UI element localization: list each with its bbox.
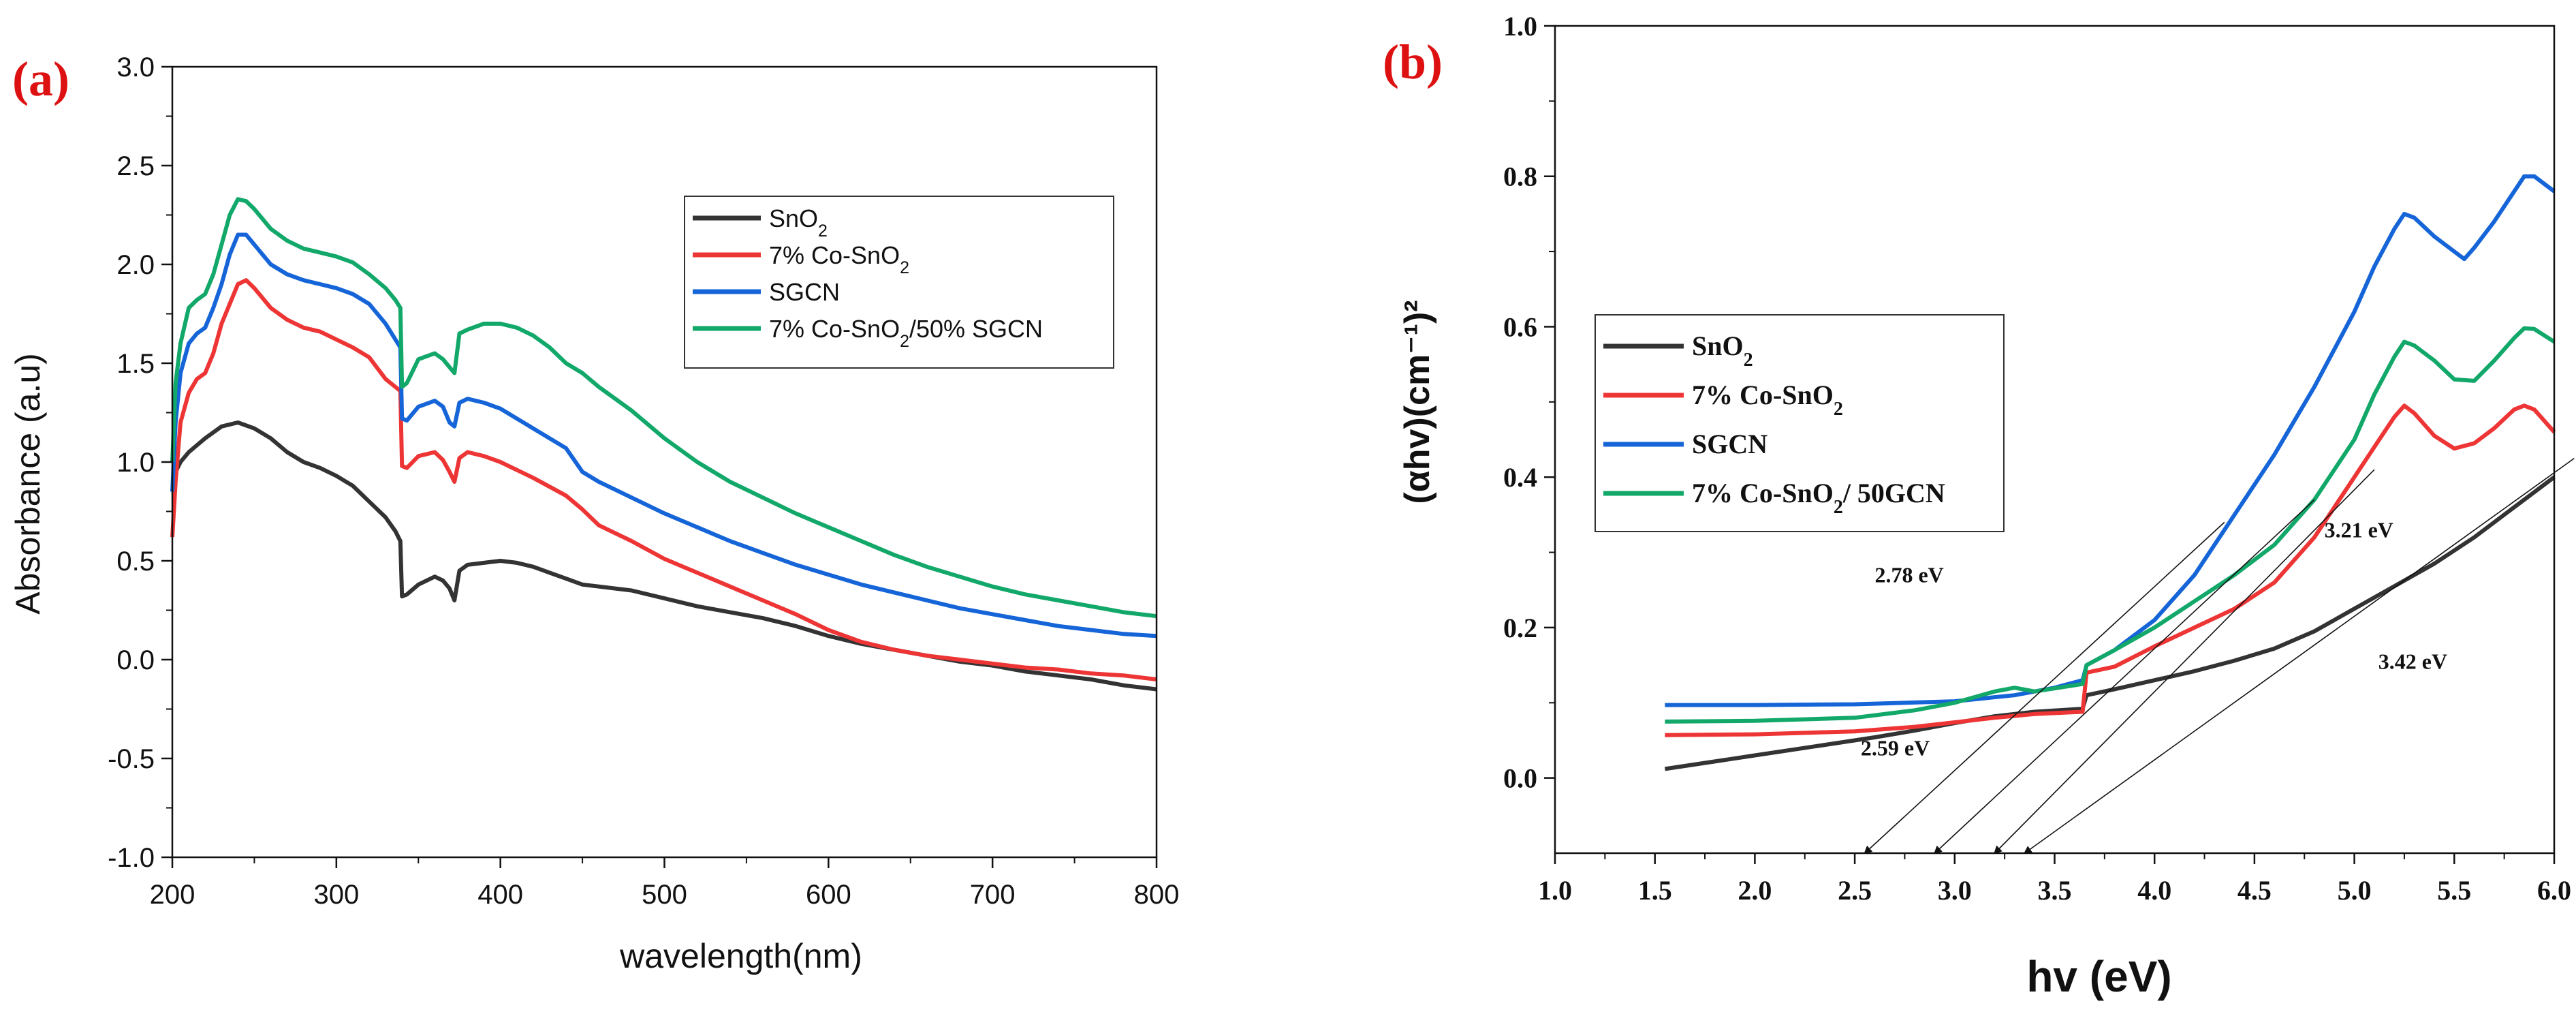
series-line-2 — [170, 232, 1157, 639]
y-tick-label-3: 0.5 — [116, 547, 155, 577]
x-tick-label-6: 4.0 — [2137, 875, 2171, 906]
chart-b-xlabel: hv (eV) — [2026, 952, 2171, 1001]
x-tick-label-1: 300 — [313, 880, 359, 910]
bandgap-label-2: 3.21 eV — [2325, 517, 2393, 542]
x-tick-label-6: 800 — [1134, 880, 1180, 910]
bandgap-label-1: 2.78 eV — [1874, 563, 1943, 587]
y-tick-label-1: 0.2 — [1503, 613, 1537, 643]
chart-b-ticks: 1.0 1.5 2.0 2.5 3.0 3.5 4.0 4.5 5.0 5.5 6.0 0.0 0.2 0… — [1503, 11, 2571, 906]
x-tick-label-3: 2.5 — [1838, 875, 1872, 906]
x-tick-label-4: 600 — [806, 880, 851, 910]
chart-b-legend: SnO2 7% Co-SnO2 SGCN 7% Co-SnO2/ 50GCN — [1595, 314, 2005, 532]
y-tick-label-0: 0.0 — [1503, 763, 1537, 794]
chart-a-legend-box — [684, 196, 1114, 369]
legend-label-2: SGCN — [769, 278, 840, 306]
y-tick-label-2: 0.0 — [116, 645, 155, 675]
y-tick-label-2: 0.4 — [1503, 462, 1537, 493]
x-tick-label-0: 1.0 — [1538, 875, 1572, 906]
series-line-1 — [1665, 403, 2556, 737]
legend-label-1: 7% Co-SnO2 — [769, 241, 909, 277]
y-tick-label-5: 1.0 — [1503, 11, 1537, 42]
x-tick-label-5: 3.5 — [2038, 875, 2072, 906]
series-line-3 — [1665, 326, 2556, 724]
chart-b-annotations: 2.59 eV 2.78 eV 3.21 eV 3.42 eV — [1861, 517, 2447, 760]
x-tick-label-1: 1.5 — [1638, 875, 1672, 906]
chart-a-xlabel: wavelength(nm) — [619, 937, 862, 975]
y-tick-label-3: 0.6 — [1503, 311, 1537, 342]
chart-a-series — [170, 197, 1157, 692]
tangent-line-3 — [2023, 457, 2575, 855]
chart-a-absorbance: 200 300 400 500 600 700 800 -1.0 -0.5 0.0 0.5 1.0 1.… — [9, 52, 1179, 975]
legend-label-3: 7% Co-SnO2/ 50GCN — [1692, 478, 1945, 518]
legend-label-1: 7% Co-SnO2 — [1692, 380, 1843, 420]
x-tick-label-7: 4.5 — [2237, 875, 2272, 906]
x-tick-label-2: 400 — [477, 880, 523, 910]
panel-label-a: (a) — [12, 52, 69, 106]
x-tick-label-3: 500 — [642, 880, 687, 910]
x-tick-label-10: 6.0 — [2537, 875, 2571, 906]
x-tick-label-5: 700 — [970, 880, 1016, 910]
tangent-line-1 — [1933, 499, 2315, 855]
panel-label-b: (b) — [1383, 35, 1443, 89]
bandgap-label-0: 2.59 eV — [1861, 736, 1930, 760]
x-tick-label-2: 2.0 — [1738, 875, 1772, 906]
tangent-line-0 — [1864, 521, 2225, 855]
y-tick-label-4: 0.8 — [1503, 162, 1537, 192]
x-tick-label-9: 5.5 — [2437, 875, 2471, 906]
y-tick-label-7: 2.5 — [116, 151, 155, 181]
legend-label-0: SnO2 — [1692, 331, 1753, 371]
y-tick-label-4: 1.0 — [116, 448, 155, 478]
x-tick-label-0: 200 — [150, 880, 195, 910]
series-line-1 — [170, 278, 1157, 681]
y-tick-label-6: 2.0 — [116, 250, 155, 280]
series-line-3 — [170, 197, 1157, 619]
legend-label-2: SGCN — [1692, 429, 1768, 459]
chart-a-axes — [171, 65, 1158, 859]
y-tick-label-5: 1.5 — [116, 349, 155, 379]
axes-frame — [171, 65, 1158, 859]
tangent-line-2 — [1994, 469, 2375, 855]
chart-b-ylabel: (αhv)(cm⁻¹)² — [1398, 300, 1437, 504]
bandgap-label-3: 3.42 eV — [2378, 649, 2447, 674]
chart-b-tauc-plot: 1.0 1.5 2.0 2.5 3.0 3.5 4.0 4.5 5.0 5.5 6.0 0.0 0.2 0… — [1398, 11, 2575, 1001]
y-tick-label-0: -1.0 — [108, 843, 155, 873]
chart-a-ylabel: Absorbance (a.u) — [9, 353, 47, 615]
y-tick-label-8: 3.0 — [116, 52, 155, 82]
chart-b-tangent-lines — [1864, 457, 2575, 855]
legend-label-3: 7% Co-SnO2/50% SGCN — [769, 315, 1043, 351]
legend-label-0: SnO2 — [769, 204, 828, 241]
y-tick-label-1: -0.5 — [108, 744, 155, 774]
x-tick-label-8: 5.0 — [2338, 875, 2372, 906]
series-line-0 — [170, 420, 1157, 692]
chart-a-ticks: 200 300 400 500 600 700 800 -1.0 -0.5 0.0 0.5 1.0 1.… — [108, 52, 1179, 910]
x-tick-label-4: 3.0 — [1938, 875, 1972, 906]
